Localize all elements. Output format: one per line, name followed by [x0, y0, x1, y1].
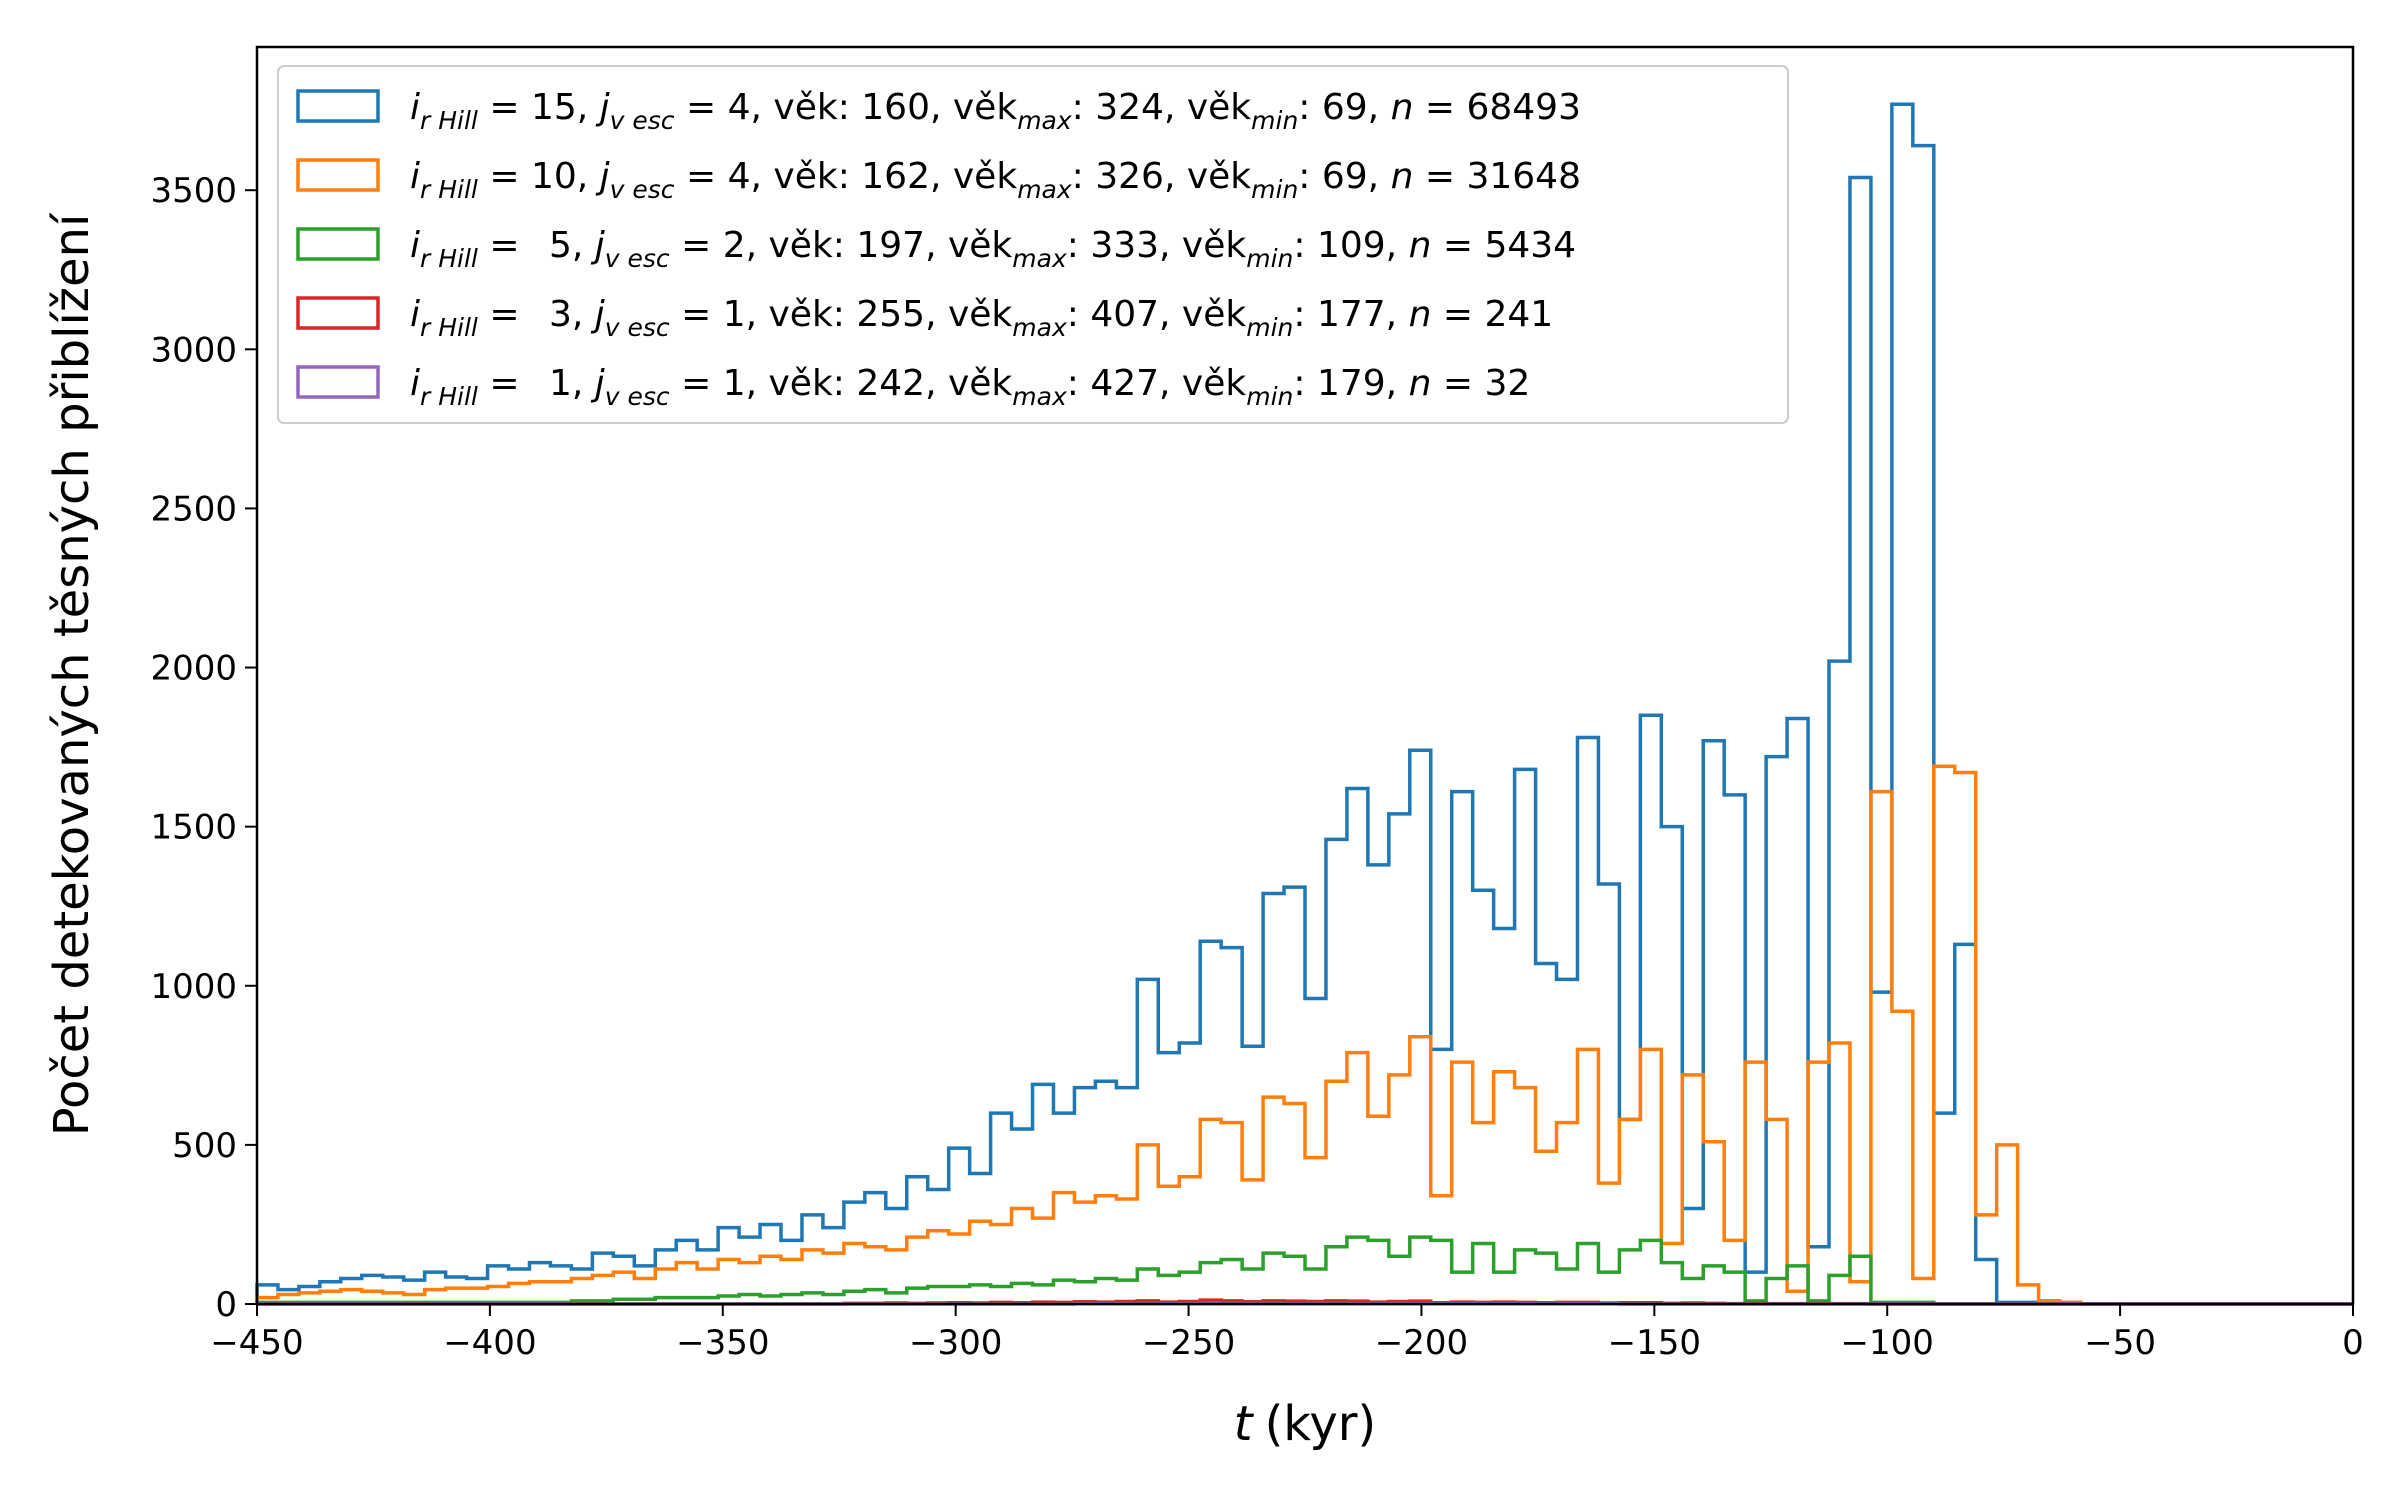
legend-entry-2: ir Hill = 10, jv esc = 4, věk: 162, věkm… — [410, 156, 1581, 204]
x-tick-label: −400 — [443, 1323, 536, 1363]
y-axis-label: Počet detekovaných těsných přiblížení — [44, 212, 100, 1136]
y-tick-label: 500 — [172, 1126, 237, 1166]
y-tick-label: 1500 — [150, 808, 237, 848]
x-tick-label: −250 — [1142, 1323, 1235, 1363]
x-tick-label: −350 — [676, 1323, 769, 1363]
y-tick-label: 2500 — [150, 489, 237, 529]
legend-entry-3: ir Hill = 5, jv esc = 2, věk: 197, věkma… — [410, 225, 1576, 273]
y-tick-label: 3000 — [150, 330, 237, 370]
legend-swatch-1 — [296, 89, 380, 123]
legend: ir Hill = 15, jv esc = 4, věk: 160, věkm… — [277, 65, 1789, 424]
legend-entry-4: ir Hill = 3, jv esc = 1, věk: 255, věkma… — [410, 294, 1553, 342]
x-tick-label: −50 — [2084, 1323, 2156, 1363]
y-tick-label: 0 — [215, 1285, 237, 1325]
legend-entry-5: ir Hill = 1, jv esc = 1, věk: 242, věkma… — [410, 363, 1530, 411]
y-tick-label: 3500 — [150, 171, 237, 211]
legend-swatch-2 — [296, 158, 380, 192]
x-tick-label: −150 — [1608, 1323, 1701, 1363]
y-axis: 0 500 1000 1500 2000 2500 3000 3500 — [150, 171, 257, 1325]
y-tick-label: 1000 — [150, 967, 237, 1007]
legend-swatch-4 — [296, 296, 380, 330]
x-tick-label: −450 — [210, 1323, 303, 1363]
x-tick-label: −300 — [909, 1323, 1002, 1363]
legend-swatch-5 — [296, 365, 380, 399]
x-tick-label: −200 — [1375, 1323, 1468, 1363]
legend-swatch-3 — [296, 227, 380, 261]
y-tick-label: 2000 — [150, 649, 237, 689]
x-axis-label: t (kyr) — [1234, 1396, 1377, 1452]
x-axis: −450 −400 −350 −300 −250 −200 −150 −100 −50 0 — [210, 1304, 2364, 1363]
legend-entry-1: ir Hill = 15, jv esc = 4, věk: 160, věkm… — [410, 87, 1581, 135]
histogram-series-2 — [255, 764, 2353, 1306]
plot-frame — [255, 45, 2355, 1306]
legend-box — [277, 65, 1789, 424]
histogram-series-1 — [255, 102, 2353, 1306]
histogram-series-3 — [255, 1235, 2353, 1306]
x-tick-label: −100 — [1841, 1323, 1934, 1363]
x-tick-label: 0 — [2342, 1323, 2364, 1363]
